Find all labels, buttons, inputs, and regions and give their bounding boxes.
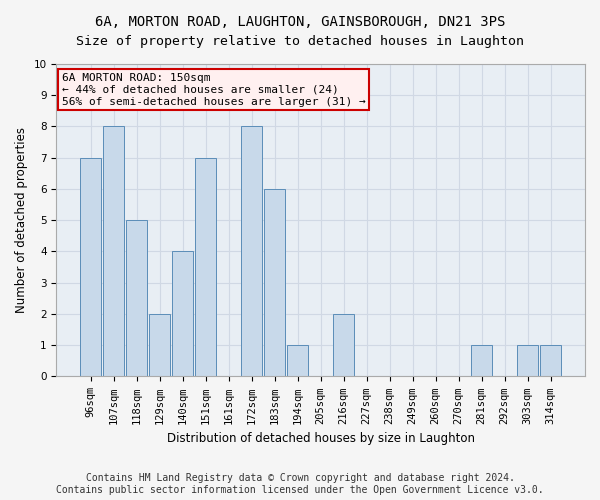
Text: 6A MORTON ROAD: 150sqm
← 44% of detached houses are smaller (24)
56% of semi-det: 6A MORTON ROAD: 150sqm ← 44% of detached… bbox=[62, 74, 365, 106]
Text: 6A, MORTON ROAD, LAUGHTON, GAINSBOROUGH, DN21 3PS: 6A, MORTON ROAD, LAUGHTON, GAINSBOROUGH,… bbox=[95, 15, 505, 29]
Bar bbox=[472, 345, 492, 376]
Bar bbox=[149, 314, 170, 376]
Bar bbox=[127, 220, 147, 376]
Text: Contains HM Land Registry data © Crown copyright and database right 2024.
Contai: Contains HM Land Registry data © Crown c… bbox=[56, 474, 544, 495]
Bar bbox=[265, 189, 285, 376]
Bar bbox=[241, 126, 262, 376]
Bar bbox=[334, 314, 354, 376]
Bar bbox=[517, 345, 538, 376]
Bar bbox=[172, 252, 193, 376]
X-axis label: Distribution of detached houses by size in Laughton: Distribution of detached houses by size … bbox=[167, 432, 475, 445]
Bar bbox=[540, 345, 561, 376]
Bar bbox=[196, 158, 216, 376]
Bar bbox=[80, 158, 101, 376]
Text: Size of property relative to detached houses in Laughton: Size of property relative to detached ho… bbox=[76, 35, 524, 48]
Bar bbox=[287, 345, 308, 376]
Y-axis label: Number of detached properties: Number of detached properties bbox=[15, 127, 28, 313]
Bar bbox=[103, 126, 124, 376]
